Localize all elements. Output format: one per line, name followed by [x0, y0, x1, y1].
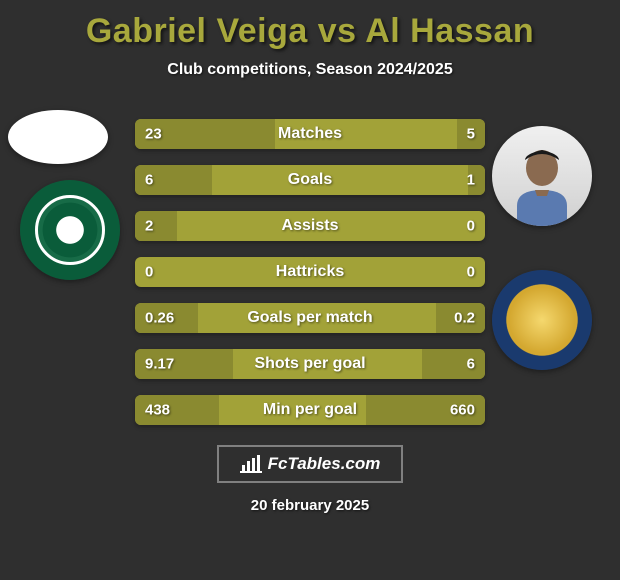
- club-emblem-right: [507, 285, 577, 355]
- stat-value-left: 0.26: [145, 310, 174, 327]
- stat-row: 9.17 Shots per goal 6: [135, 349, 485, 379]
- stat-value-left: 438: [145, 402, 170, 419]
- stat-value-right: 6: [467, 356, 475, 373]
- stat-value-left: 6: [145, 172, 153, 189]
- stat-label: Goals: [288, 171, 332, 189]
- stat-row: 23 Matches 5: [135, 119, 485, 149]
- stat-row: 2 Assists 0: [135, 211, 485, 241]
- stat-value-right: 5: [467, 126, 475, 143]
- date-label: 20 february 2025: [0, 497, 620, 514]
- stat-row: 438 Min per goal 660: [135, 395, 485, 425]
- site-logo-text: FcTables.com: [268, 454, 381, 474]
- stat-row: 6 Goals 1: [135, 165, 485, 195]
- site-logo[interactable]: FcTables.com: [217, 445, 403, 483]
- club-emblem-left: [35, 195, 105, 265]
- stat-value-right: 0.2: [454, 310, 475, 327]
- stat-label: Matches: [278, 125, 342, 143]
- stat-label: Shots per goal: [254, 355, 365, 373]
- stat-value-left: 2: [145, 218, 153, 235]
- stat-value-right: 1: [467, 172, 475, 189]
- player2-photo: [492, 126, 592, 226]
- stat-label: Min per goal: [263, 401, 357, 419]
- subtitle: Club competitions, Season 2024/2025: [0, 61, 620, 79]
- stat-value-left: 9.17: [145, 356, 174, 373]
- player-silhouette-icon: [507, 146, 577, 226]
- stat-fill-right: [422, 349, 485, 379]
- stat-fill-left: [135, 211, 177, 241]
- stats-panel: 23 Matches 5 6 Goals 1 2 Assists 0 0 Hattricks 0 0.2…: [135, 119, 485, 425]
- player1-photo: [8, 110, 108, 164]
- chart-icon: [240, 455, 262, 473]
- stat-label: Assists: [282, 217, 339, 235]
- stat-value-right: 0: [467, 218, 475, 235]
- stat-label: Hattricks: [276, 263, 344, 281]
- stat-row: 0.26 Goals per match 0.2: [135, 303, 485, 333]
- player2-club-logo: [492, 270, 592, 370]
- stat-label: Goals per match: [247, 309, 372, 327]
- stat-value-right: 0: [467, 264, 475, 281]
- stat-value-left: 0: [145, 264, 153, 281]
- page-title: Gabriel Veiga vs Al Hassan: [0, 0, 620, 51]
- player1-club-logo: [20, 180, 120, 280]
- stat-value-right: 660: [450, 402, 475, 419]
- stat-value-left: 23: [145, 126, 162, 143]
- stat-row: 0 Hattricks 0: [135, 257, 485, 287]
